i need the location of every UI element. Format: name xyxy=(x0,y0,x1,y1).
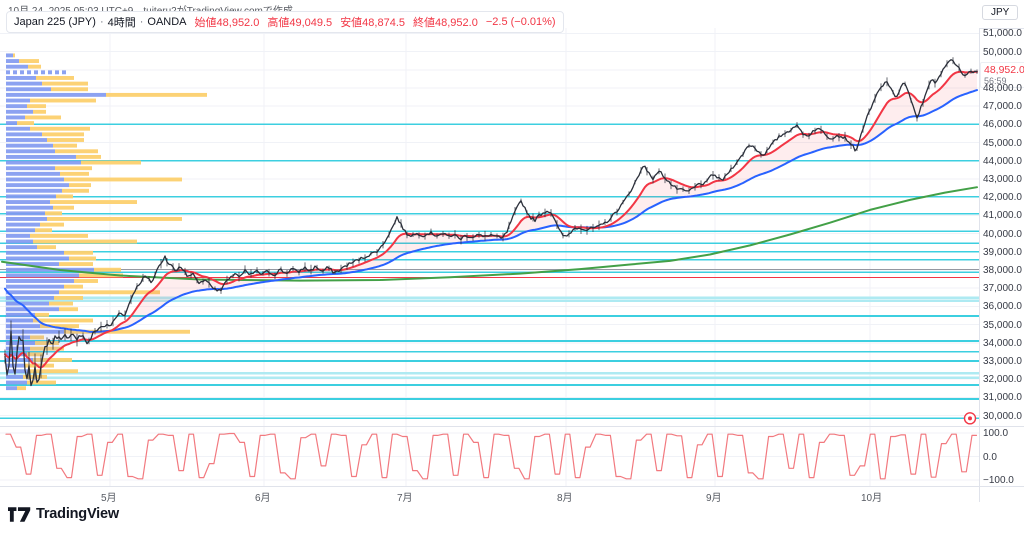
tradingview-logo[interactable]: TradingView xyxy=(8,506,119,522)
exchange-label: OANDA xyxy=(147,16,187,28)
time-tick-label: 8月 xyxy=(557,493,573,504)
interval-label: 4時間 xyxy=(107,17,136,29)
price-tick-label: 45,000.0 xyxy=(983,137,1022,149)
tradingview-logo-icon xyxy=(8,506,31,522)
ohlc-item: 終値48,952.0 xyxy=(413,17,478,29)
price-tick-label: 39,000.0 xyxy=(983,246,1022,258)
price-tick-label: 44,000.0 xyxy=(983,155,1022,167)
last-price-value: 48,952.0 xyxy=(984,63,1024,76)
price-tick-label: 48,000.0 xyxy=(983,83,1022,94)
time-axis[interactable]: 5月 6月 7月 8月 9月 10月 xyxy=(0,487,979,504)
legend-separator: · xyxy=(139,16,144,28)
legend-separator: · xyxy=(99,16,104,28)
price-tick-label: 40,000.0 xyxy=(983,228,1022,240)
price-axis[interactable]: JPY 48,952.0 56:59 51,000.0 50,000.0 48,00… xyxy=(979,0,1024,535)
time-tick-label: 9月 xyxy=(706,493,722,504)
price-tick-label: 41,000.0 xyxy=(983,210,1022,222)
price-tick-label: 32,000.0 xyxy=(983,374,1022,386)
oscillator-tick-label: 0.0 xyxy=(983,451,997,463)
symbol-legend[interactable]: Japan 225 (JPY) · 4時間 · OANDA 始値48,952.0… xyxy=(6,11,564,33)
price-tick-label: 38,000.0 xyxy=(983,265,1022,276)
symbol-name: Japan 225 (JPY) xyxy=(14,16,96,28)
ohlc-item: 始値48,952.0 xyxy=(194,17,260,29)
price-tick-label: 51,000.0 xyxy=(983,28,1022,40)
price-tick-label: 43,000.0 xyxy=(983,174,1022,185)
ohlc-values: 始値48,952.0 高値49,049.5 安値48,874.5 終値48,952.0 xyxy=(187,14,478,30)
price-tick-label: 47,000.0 xyxy=(983,101,1022,113)
oscillator-tick-label: 100.0 xyxy=(983,428,1009,439)
ohlc-item: 安値48,874.5 xyxy=(340,17,406,29)
price-tick-label: 30,000.0 xyxy=(983,410,1022,422)
oscillator-tick-label: −100.0 xyxy=(983,475,1014,486)
price-tick-label: 31,000.0 xyxy=(983,392,1022,404)
ohlc-item: 高値49,049.5 xyxy=(267,17,333,29)
price-tick-label: 36,000.0 xyxy=(983,301,1022,313)
last-price-label: 48,952.0 56:59 xyxy=(980,61,1024,88)
tradingview-logo-text: TradingView xyxy=(36,506,119,522)
time-tick-label: 10月 xyxy=(861,493,883,504)
price-tick-label: 46,000.0 xyxy=(983,119,1022,131)
currency-toggle-button[interactable]: JPY xyxy=(982,5,1019,20)
price-tick-label: 34,000.0 xyxy=(983,337,1022,349)
bar-countdown: 56:59 xyxy=(984,75,1007,86)
change-value: −2.5 (−0.01%) xyxy=(485,16,556,28)
price-tick-label: 33,000.0 xyxy=(983,356,1022,367)
time-tick-label: 7月 xyxy=(397,493,413,504)
price-tick-label: 42,000.0 xyxy=(983,192,1022,204)
time-tick-label: 5月 xyxy=(101,493,117,504)
price-tick-label: 50,000.0 xyxy=(983,46,1022,58)
time-tick-label: 6月 xyxy=(255,493,271,504)
price-tick-label: 37,000.0 xyxy=(983,283,1022,295)
price-tick-label: 35,000.0 xyxy=(983,319,1022,331)
